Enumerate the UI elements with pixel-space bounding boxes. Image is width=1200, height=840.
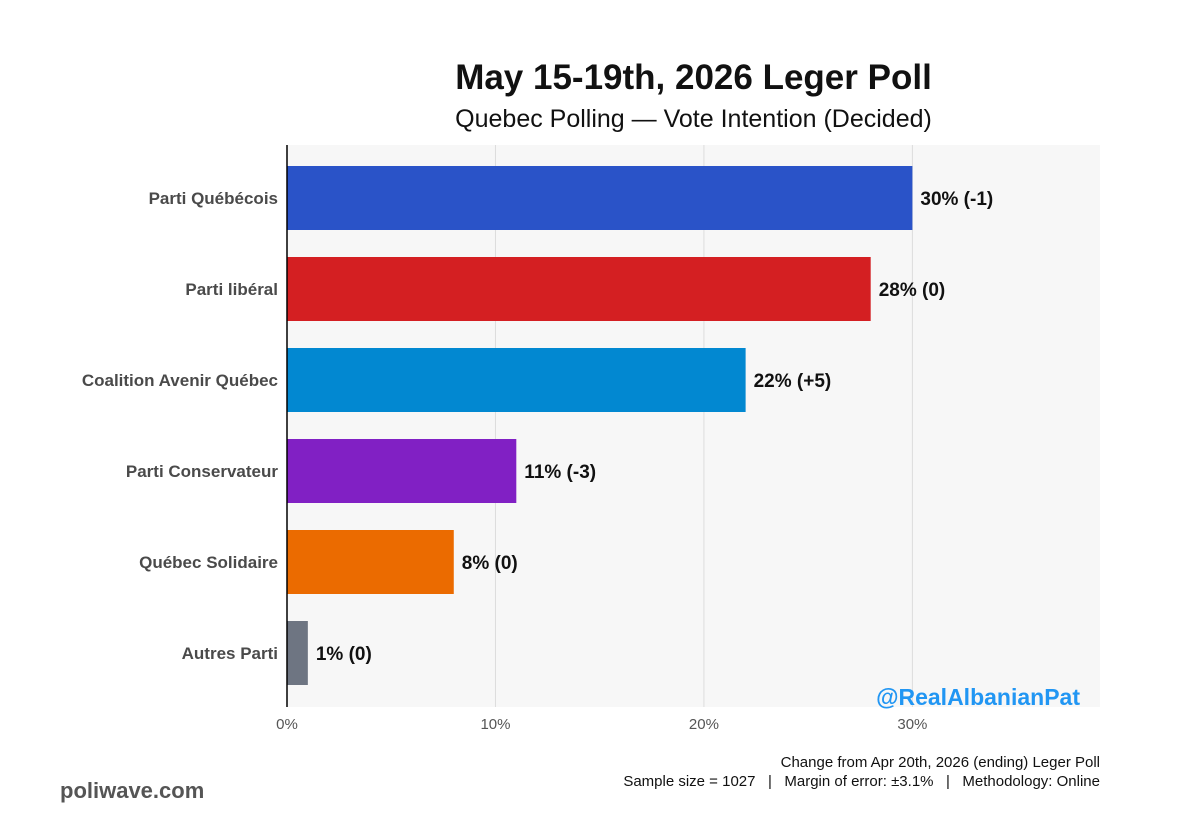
sample-details: Sample size = 1027 | Margin of error: ±3…	[623, 773, 1100, 790]
data-label: 22% (+5)	[754, 371, 832, 392]
bar	[287, 348, 746, 412]
x-axis-ticks: 0% 10% 20% 30%	[276, 716, 927, 733]
chart-title: May 15-19th, 2026 Leger Poll	[455, 58, 932, 97]
watermark-handle: @RealAlbanianPat	[876, 684, 1080, 710]
change-note: Change from Apr 20th, 2026 (ending) Lege…	[780, 754, 1100, 771]
category-label: Parti Québécois	[149, 189, 278, 208]
category-label: Parti libéral	[185, 280, 278, 299]
grid-lines	[494, 145, 913, 707]
category-label: Autres Parti	[182, 644, 278, 663]
x-tick-label: 0%	[276, 716, 298, 733]
data-label: 1% (0)	[316, 644, 372, 665]
data-label: 30% (-1)	[920, 189, 993, 210]
category-label: Parti Conservateur	[126, 462, 278, 481]
bar	[287, 621, 308, 685]
category-label: Québec Solidaire	[139, 553, 278, 572]
bar	[287, 257, 871, 321]
x-tick-label: 30%	[897, 716, 927, 733]
data-label: 28% (0)	[879, 280, 946, 301]
bar	[287, 530, 454, 594]
data-label: 8% (0)	[462, 553, 518, 574]
brand-logo-text: poliwave.com	[60, 778, 205, 803]
x-tick-label: 20%	[689, 716, 719, 733]
bar	[287, 166, 913, 230]
bar	[287, 439, 517, 503]
plot-background	[287, 145, 1100, 707]
chart-subtitle: Quebec Polling — Vote Intention (Decided…	[455, 105, 932, 133]
x-tick-label: 10%	[480, 716, 510, 733]
bars: Parti Québécois 30% (-1) Parti libéral 28% …	[82, 166, 993, 685]
data-label: 11% (-3)	[524, 462, 596, 483]
category-label: Coalition Avenir Québec	[82, 371, 278, 390]
